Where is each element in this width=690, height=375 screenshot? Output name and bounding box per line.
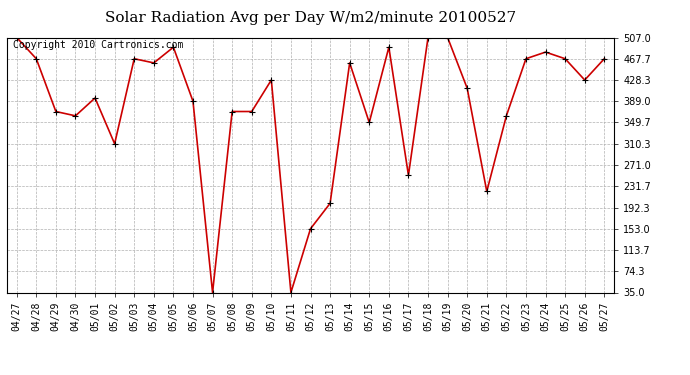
Text: Solar Radiation Avg per Day W/m2/minute 20100527: Solar Radiation Avg per Day W/m2/minute … [105,11,516,25]
Text: Copyright 2010 Cartronics.com: Copyright 2010 Cartronics.com [13,40,184,50]
